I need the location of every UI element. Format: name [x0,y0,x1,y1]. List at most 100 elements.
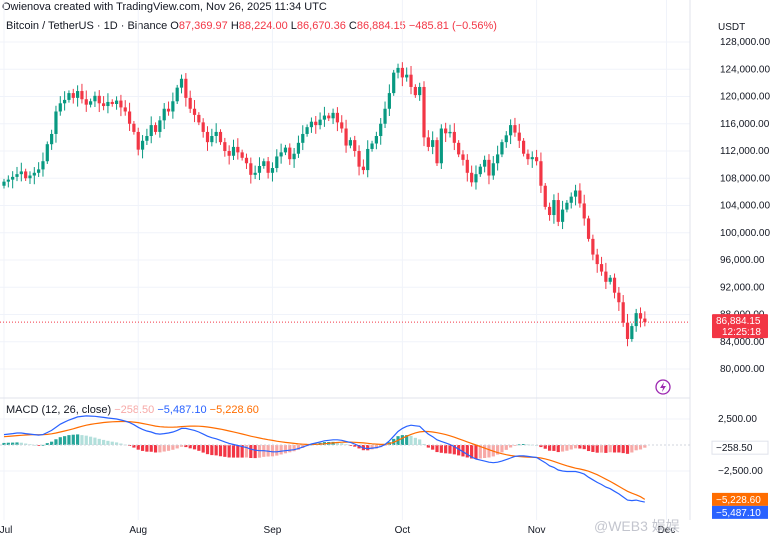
candle [422,81,426,147]
candle [270,162,275,182]
macd-hist-bar [452,445,456,455]
candle [140,135,145,159]
candle [604,262,608,290]
macd-hist-bar [504,445,508,450]
macd-badges: −258.50 −5,228.60 −5,487.10 [711,440,769,519]
candle [253,165,257,180]
candle [162,103,166,130]
candle [435,137,439,166]
candle [231,139,236,160]
candle [344,119,348,153]
candle [448,124,452,138]
macd-hist-bar [539,445,543,448]
candle [543,183,547,210]
macd-hist-bar [37,445,41,446]
price-axis[interactable]: 128,000.00 124,000.00 120,000.00 116,000.00… [720,37,770,375]
candle [348,137,352,149]
macd-hist-bar [470,445,474,459]
macd-hist-bar [625,445,630,454]
macd-hist-bar [513,445,517,446]
macd-hist-bar [84,435,88,445]
candle [19,162,23,182]
macd-hist-bar [335,442,340,445]
candle [483,155,487,173]
macd-title[interactable]: MACD (12, 26, close) [6,404,112,416]
macd-hist-bar [101,439,106,445]
price-tick-label: 112,000.00 [720,146,770,157]
candle [58,96,62,116]
candle [145,128,149,146]
macd-hist-bar [435,445,439,453]
price-tick-label: 84,000.00 [720,337,765,348]
time-tick-label: Nov [528,525,546,536]
candle [314,115,318,134]
candle [136,127,140,156]
symbol-name[interactable]: Bitcoin / TetherUS · 1D · Binance [6,20,168,32]
macd-hist-bar [106,440,110,445]
macd-hist-bar [457,445,461,456]
candle [534,149,539,166]
macd-hist-bar [344,444,348,446]
candle [110,99,114,107]
macd-hist-bar [279,445,283,455]
macd-hist-bar [158,445,162,453]
macd-hist-bar [6,442,10,445]
candle [573,184,578,206]
macd-hist-bar [188,445,192,449]
macd-hist-bar [413,437,417,445]
candle [97,90,101,113]
macd-hist-bar [586,445,591,452]
macd-hist-bar [474,445,478,460]
macd-hist-bar [63,436,67,445]
macd-hist-bar [608,445,612,453]
candle [353,135,357,157]
macd-axis[interactable]: 2,500.00 −2,500.00 [718,414,763,477]
macd-hist-bar [612,445,617,453]
candle [223,137,227,157]
candle [106,93,110,114]
candle [366,140,370,178]
candle [500,139,504,158]
macd-hist-bar [578,445,582,449]
macd-hist-bar [249,445,253,458]
macd-signal-line [3,420,646,500]
macd-hist-bar [140,445,145,451]
macd-hist-bar [50,441,54,445]
macd-hist-bar [275,445,279,456]
candle [599,256,604,276]
price-tick-label: 108,000.00 [720,173,770,184]
macd-hist-bar [426,445,430,448]
macd-hist-bar [24,443,28,445]
macd-hist-badge: −258.50 [716,443,753,454]
lightning-icon[interactable] [655,379,671,395]
macd-hist-bar [136,445,140,450]
candle [184,73,188,107]
macd-hist-bar [19,442,23,445]
candle [240,149,244,161]
candle [374,131,378,150]
candle [452,123,456,151]
price-tick-label: 124,000.00 [720,64,770,75]
macd-hist-bar [236,445,240,458]
candle [132,121,136,135]
candle [205,126,210,151]
macd-hist-bar [114,442,119,445]
macd-line-value: −5,487.10 [157,404,207,416]
price-tick-label: 120,000.00 [720,92,770,103]
candle [608,274,612,285]
candle [214,123,218,144]
candle [465,154,469,182]
candle [383,101,387,128]
candle [638,307,643,328]
macd-hist-bar [400,435,404,445]
time-axis[interactable]: Jul Aug Sep Oct Nov Dec [0,525,675,536]
macd-hist-bar [526,444,530,446]
macd-hist-bar [556,445,560,453]
macd-hist-bar [132,445,136,448]
macd-hist-bar [431,445,435,450]
change-value: −485.81 (−0.56%) [408,20,497,32]
high-label: H [230,20,239,32]
candle [409,65,413,95]
candle [431,131,435,155]
